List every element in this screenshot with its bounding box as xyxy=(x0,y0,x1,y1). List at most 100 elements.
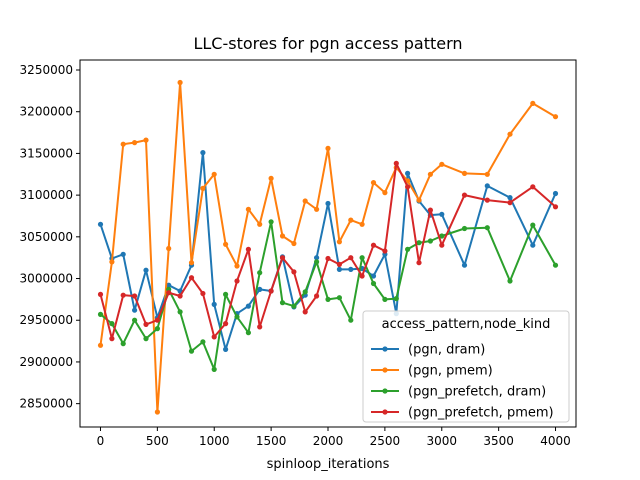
data-point xyxy=(120,141,126,147)
data-point xyxy=(552,262,559,268)
data-point xyxy=(416,240,422,246)
data-point xyxy=(530,222,536,228)
data-point xyxy=(427,238,433,244)
y-tick-label: 3200000 xyxy=(20,105,73,119)
data-point xyxy=(234,314,240,320)
data-point xyxy=(336,239,342,245)
data-point xyxy=(120,341,126,347)
data-point xyxy=(530,242,536,248)
data-point xyxy=(359,273,365,279)
x-tick-label: 4000 xyxy=(540,434,571,448)
data-point xyxy=(97,342,104,348)
data-point xyxy=(257,324,263,330)
data-point xyxy=(461,225,468,232)
y-tick-label: 3150000 xyxy=(20,146,73,160)
series-2 xyxy=(97,219,559,372)
data-point xyxy=(200,150,206,156)
data-point xyxy=(143,321,149,327)
data-point xyxy=(461,262,468,268)
data-point xyxy=(291,303,297,309)
data-point xyxy=(200,290,206,297)
data-point xyxy=(325,296,331,302)
data-point xyxy=(132,317,138,323)
data-point xyxy=(120,292,126,298)
data-point xyxy=(348,317,354,323)
data-point xyxy=(314,259,320,265)
data-point xyxy=(336,266,342,272)
legend-swatch-marker xyxy=(382,346,388,352)
data-point xyxy=(143,137,149,143)
y-tick-label: 3050000 xyxy=(20,230,73,244)
data-point xyxy=(279,255,286,261)
data-point xyxy=(257,221,263,227)
data-point xyxy=(484,197,490,203)
data-point xyxy=(268,175,274,181)
data-point xyxy=(211,366,217,372)
x-tick-label: 2500 xyxy=(370,434,401,448)
y-tick-label: 3000000 xyxy=(20,272,73,286)
data-point xyxy=(302,289,308,295)
data-point xyxy=(154,409,160,415)
data-point xyxy=(393,160,399,166)
data-point xyxy=(484,171,490,177)
data-point xyxy=(132,140,138,146)
data-point xyxy=(211,171,217,177)
data-point xyxy=(223,321,229,327)
data-point xyxy=(370,273,377,279)
data-point xyxy=(143,267,149,273)
x-tick-label: 3000 xyxy=(426,434,457,448)
data-point xyxy=(427,171,433,177)
data-point xyxy=(530,184,536,190)
data-point xyxy=(245,206,251,212)
data-point xyxy=(223,291,229,297)
data-point xyxy=(325,200,331,207)
data-point xyxy=(507,278,513,284)
x-tick-label: 1500 xyxy=(256,434,287,448)
data-point xyxy=(223,346,229,352)
data-point xyxy=(279,300,286,306)
data-point xyxy=(268,219,274,225)
legend-label: (pgn, pmem) xyxy=(408,364,493,379)
data-point xyxy=(393,296,399,302)
data-point xyxy=(279,233,286,239)
x-tick-label: 1000 xyxy=(199,434,230,448)
data-point xyxy=(245,246,251,252)
data-point xyxy=(484,225,490,231)
data-point xyxy=(132,307,138,313)
data-point xyxy=(325,145,331,151)
data-point xyxy=(245,330,251,336)
data-point xyxy=(120,251,126,257)
data-point xyxy=(154,317,160,323)
x-tick-label: 0 xyxy=(97,434,105,448)
data-point xyxy=(234,263,240,269)
data-point xyxy=(439,161,445,167)
legend-label: (pgn_prefetch, dram) xyxy=(408,385,546,400)
data-point xyxy=(188,275,195,281)
legend-item: (pgn_prefetch, pmem) xyxy=(371,406,554,421)
data-point xyxy=(177,79,183,86)
data-point xyxy=(211,334,217,340)
data-point xyxy=(507,195,513,201)
series-line xyxy=(99,162,557,340)
legend-item: (pgn_prefetch, dram) xyxy=(371,385,546,400)
data-point xyxy=(291,240,297,247)
data-point xyxy=(109,321,115,327)
y-tick-label: 3250000 xyxy=(20,63,73,77)
data-point xyxy=(552,190,559,197)
data-point xyxy=(530,100,536,106)
data-point xyxy=(132,293,138,299)
x-tick-label: 500 xyxy=(146,434,169,448)
data-point xyxy=(188,348,195,354)
data-point xyxy=(245,303,251,309)
data-point xyxy=(348,266,354,272)
x-axis-label: spinloop_iterations xyxy=(267,457,390,472)
data-point xyxy=(382,190,388,196)
data-point xyxy=(348,217,354,223)
data-point xyxy=(97,311,104,317)
data-point xyxy=(427,207,433,213)
y-tick-label: 2850000 xyxy=(20,397,73,411)
data-point xyxy=(359,221,365,227)
x-tick-label: 3500 xyxy=(483,434,514,448)
series-1 xyxy=(97,79,559,415)
data-point xyxy=(461,170,468,176)
